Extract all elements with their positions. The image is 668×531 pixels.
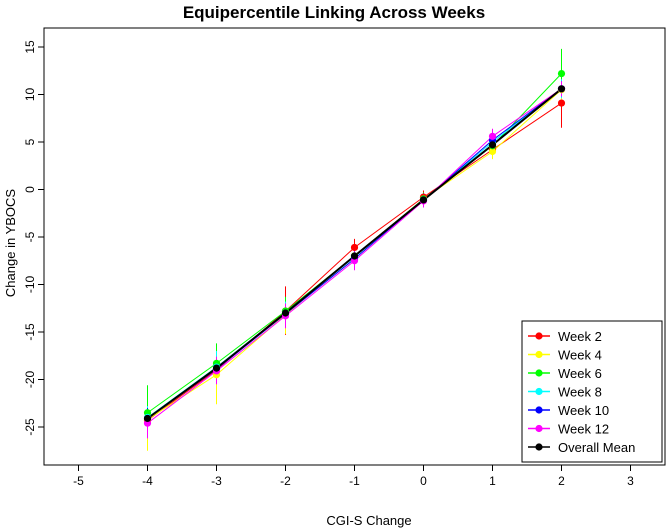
data-point-overall-mean xyxy=(212,364,221,372)
y-axis-label: Change in YBOCS xyxy=(3,189,18,297)
y-tick-label: 0 xyxy=(23,186,37,193)
legend-swatch-point xyxy=(535,332,543,340)
legend-item-week-4: Week 4 xyxy=(528,348,602,363)
legend-swatch-point xyxy=(535,387,543,396)
legend-label: Overall Mean xyxy=(558,440,635,455)
legend-label: Week 10 xyxy=(558,403,609,418)
data-point-overall-mean xyxy=(143,414,152,423)
legend-label: Week 8 xyxy=(558,385,602,400)
legend-item-week-12: Week 12 xyxy=(528,422,609,437)
series-week-6 xyxy=(147,48,562,426)
data-point-overall-mean xyxy=(419,196,428,204)
legend-swatch-point xyxy=(535,406,543,414)
legend-item-week-10: Week 10 xyxy=(528,403,609,418)
legend-item-week-2: Week 2 xyxy=(528,329,602,344)
x-tick-label: -3 xyxy=(211,474,222,488)
y-tick-label: -15 xyxy=(23,323,37,341)
legend-item-overall-mean: Overall Mean xyxy=(528,440,635,455)
data-point-overall-mean xyxy=(557,85,566,93)
legend-swatch-point xyxy=(535,369,543,377)
x-tick-label: -2 xyxy=(280,474,291,488)
y-tick-label: -10 xyxy=(23,276,37,294)
y-tick-label: -20 xyxy=(23,371,37,389)
legend-label: Week 12 xyxy=(558,422,609,437)
x-tick-label: 2 xyxy=(558,474,565,488)
legend: Week 2 Week 4 Week 6 Week 8 Week 10 Week 12 Ov… xyxy=(521,320,663,463)
legend-swatch-point xyxy=(535,443,543,451)
y-tick-label: -25 xyxy=(23,418,37,436)
x-tick-label: -1 xyxy=(349,474,360,488)
legend-swatch-point xyxy=(535,350,543,359)
x-axis: -5 -4 -3 -2 -1 0 1 2 3 xyxy=(73,465,634,488)
x-tick-label: 3 xyxy=(627,474,634,488)
legend-label: Week 4 xyxy=(558,348,602,363)
legend-item-week-6: Week 6 xyxy=(528,366,602,381)
data-point-overall-mean xyxy=(281,309,290,317)
points-overall-mean xyxy=(143,85,566,423)
data-point-week-2 xyxy=(350,243,359,252)
x-tick-label: -4 xyxy=(142,474,153,488)
data-point-week-2 xyxy=(557,99,566,107)
series-layer xyxy=(143,48,566,451)
legend-label: Week 6 xyxy=(558,366,602,381)
y-tick-label: -5 xyxy=(23,231,37,242)
chart-title: Equipercentile Linking Across Weeks xyxy=(183,3,485,22)
y-tick-label: 15 xyxy=(23,40,37,54)
data-point-week-6 xyxy=(557,70,566,78)
x-tick-label: 1 xyxy=(489,474,496,488)
x-axis-label: CGI-S Change xyxy=(326,513,411,528)
data-point-week-4 xyxy=(488,147,497,156)
legend-item-week-8: Week 8 xyxy=(528,385,602,400)
data-point-overall-mean xyxy=(350,252,359,260)
x-tick-label: -5 xyxy=(73,474,84,488)
data-point-overall-mean xyxy=(488,141,497,149)
x-tick-label: 0 xyxy=(420,474,427,488)
legend-swatch-point xyxy=(535,424,543,433)
legend-label: Week 2 xyxy=(558,329,602,344)
y-tick-label: 5 xyxy=(23,138,37,145)
y-tick-label: 10 xyxy=(23,88,37,102)
y-axis: -25 -20 -15 -10 -5 0 5 10 15 xyxy=(23,40,44,436)
data-point-week-12 xyxy=(488,132,497,140)
